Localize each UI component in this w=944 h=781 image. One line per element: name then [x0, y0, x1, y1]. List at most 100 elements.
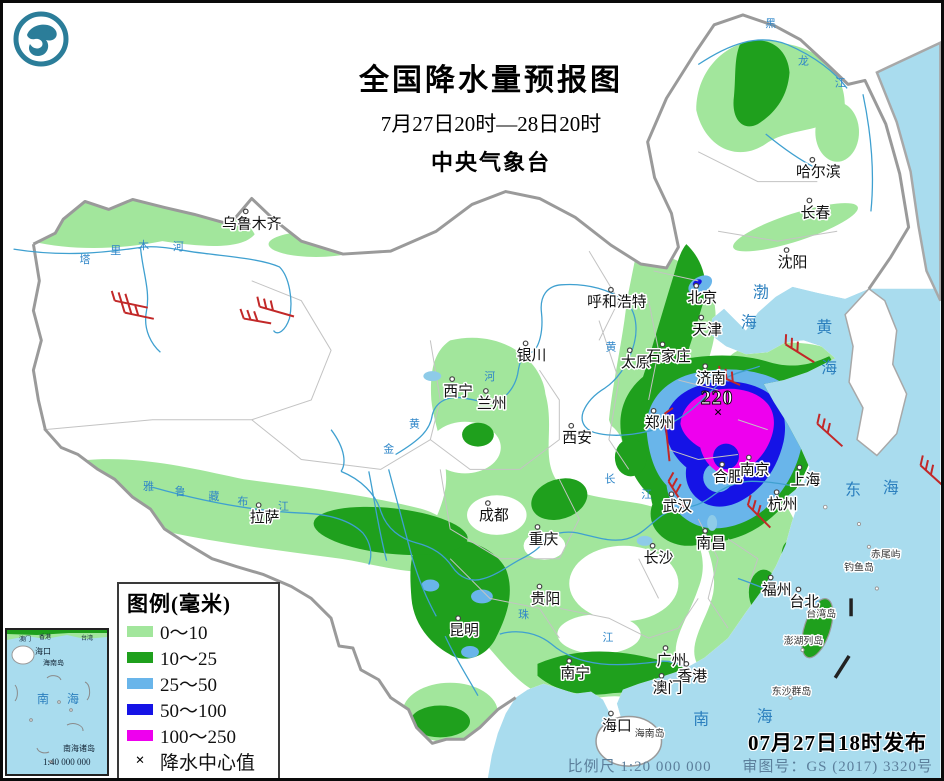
city-label: 武汉 [663, 498, 693, 515]
precip-center-layer: 220× [700, 386, 734, 420]
agency-logo [11, 9, 71, 74]
city-dot [767, 574, 774, 581]
dry-pocket [569, 545, 679, 622]
city-dot [806, 197, 813, 204]
inset-place-label: 澳门 [19, 637, 32, 643]
legend-item-label: 0～10 [160, 622, 208, 644]
rain-10-25-blob [614, 438, 647, 477]
river-name-label: 河 [484, 370, 495, 383]
legend-item: 50～100 [127, 696, 270, 722]
city-dot [255, 502, 262, 508]
city-dot [608, 286, 614, 293]
river-name-label: 江 [278, 500, 289, 513]
river-name-label: 珠 [518, 607, 529, 621]
river-name-label: 鲁 [175, 484, 186, 498]
city-label: 长春 [800, 204, 830, 221]
rain-100-250-center [680, 388, 774, 475]
city-dot [702, 528, 709, 534]
city-label: 长沙 [644, 550, 674, 567]
city-dot [449, 376, 456, 382]
small-islands [788, 504, 879, 700]
city-dot [626, 347, 633, 354]
city-dot [773, 489, 780, 496]
rain-10-25-heilongjiang [733, 40, 790, 127]
inset-scale-label: 1:40 000 000 [43, 757, 91, 767]
city-dot [783, 247, 790, 253]
rain-25-50-spot [461, 646, 479, 658]
city-label: 北京 [687, 290, 717, 307]
island-name-label: 赤尾屿 [871, 549, 901, 561]
legend-center-marker-row: × 降水中心值 [127, 748, 270, 774]
sea-name-label: 黄 [816, 318, 832, 336]
city-label: 台北 [790, 593, 820, 610]
precip-center-symbol: × [135, 752, 145, 769]
city-dot [745, 454, 752, 461]
rain-10-25-tibet-core [313, 506, 468, 556]
issue-time: 07月27日18时发布 [748, 731, 927, 755]
inset-islands [14, 675, 91, 764]
city-label: 天津 [692, 321, 722, 338]
city-dot [702, 363, 709, 370]
river-name-label: 黑 [765, 17, 776, 30]
legend-box: 图例(毫米) 0～10 10～25 25～50 50～100 100～250 × 降水中… [117, 582, 280, 778]
river-name-label: 金 [383, 442, 394, 456]
river-name-label: 龙 [798, 55, 809, 68]
river-name-label: 长 [604, 472, 615, 485]
city-dot [795, 586, 802, 593]
city-label: 澳门 [653, 680, 683, 697]
city-dot [536, 583, 543, 590]
china-boundary [31, 13, 911, 745]
dry-pocket [523, 531, 566, 560]
city-label: 南京 [740, 461, 770, 478]
city-label: 济南 [696, 370, 726, 387]
city-label: 拉萨 [250, 509, 280, 526]
city-dot [668, 491, 675, 498]
rain-10-25-blob [462, 422, 494, 447]
legend-title: 图例(毫米) [127, 592, 231, 616]
island-name-label: 东沙群岛 [772, 685, 812, 698]
city-dot [484, 500, 491, 507]
legend-color-chip [127, 703, 153, 715]
rain-25-50-spot [471, 589, 493, 604]
lake-qinghai [423, 371, 442, 382]
legend-item: 100～250 [127, 722, 270, 748]
rain-0-10-jilin [815, 102, 860, 162]
city-dot [658, 672, 665, 679]
wind-barb-icon [239, 308, 272, 325]
south-china-sea-inset: 澳门 香港 台湾 海口 海南岛南 海南海诸岛 1:40 000 000 [5, 628, 109, 776]
wind-barb-icon [816, 413, 844, 448]
dry-pocket [557, 614, 641, 654]
city-dot [649, 542, 656, 549]
wind-barb-icon [746, 495, 772, 529]
city-label: 福州 [762, 581, 792, 598]
wind-barb-icon [784, 334, 815, 364]
city-label: 西宁 [443, 383, 473, 400]
city-dot [608, 710, 614, 717]
inset-place-label: 台湾 [81, 636, 94, 642]
agency-name: 中央气象台 [430, 150, 551, 175]
boundary-bars [833, 598, 853, 679]
island-hainan [595, 715, 663, 767]
river-name-label: 江 [835, 76, 846, 89]
city-dot [242, 208, 249, 215]
river-name-label: 雅 [143, 479, 154, 493]
city-dot [455, 615, 461, 622]
island-name-label: 台湾岛 [806, 607, 836, 620]
dry-pocket [551, 417, 623, 478]
city-label: 郑州 [645, 415, 675, 432]
wind-barbs-layer [110, 290, 941, 529]
wind-barb-icon [120, 302, 155, 320]
river-name-label: 塔 [80, 253, 91, 266]
precip-center-label: 降水中心值 [160, 752, 256, 774]
city-label: 呼和浩特 [587, 294, 647, 311]
city-label: 银川 [517, 347, 547, 364]
legend-items: 0～10 10～25 25～50 50～100 100～250 [127, 618, 270, 748]
forecast-period: 7月27日20时—28日20时 [380, 112, 602, 136]
city-label: 海口 [602, 717, 632, 734]
precip-center-value: 220 [701, 387, 734, 409]
page-title: 全国降水量预报图 [359, 64, 623, 97]
rivers [13, 39, 874, 696]
island-name-label: 钓鱼岛 [844, 561, 874, 574]
